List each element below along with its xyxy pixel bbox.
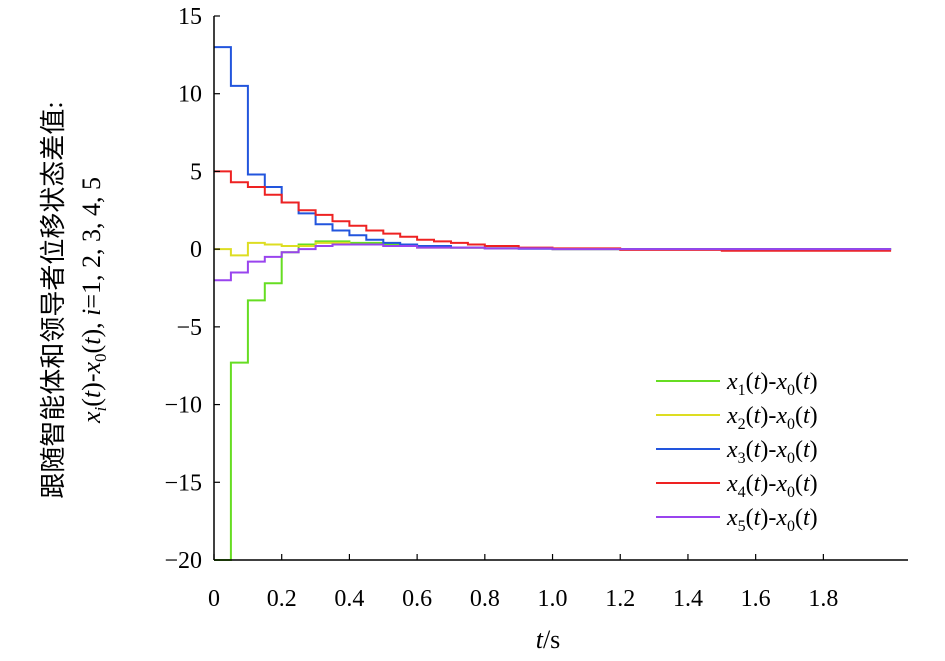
series-line-1	[214, 240, 892, 561]
x-tick-label: 0.6	[402, 586, 432, 612]
x-tick-label: 1.0	[538, 586, 568, 612]
series-line-3	[214, 46, 892, 251]
legend-label: x3(t)-x0(t)	[726, 437, 818, 467]
legend-label: x5(t)-x0(t)	[726, 505, 818, 535]
y-tick-label: 15	[178, 4, 202, 30]
legend: x1(t)-x0(t) x2(t)-x0(t) x3(t)-x0(t) x4(t)-x…	[656, 369, 818, 535]
y-tick-label: 0	[190, 237, 202, 263]
legend-label: x2(t)-x0(t)	[726, 403, 818, 433]
y-axis-title-line1: 跟随智能体和领导者位移状态差值:	[39, 101, 68, 498]
x-axis-title: t/s	[536, 625, 561, 654]
legend-label: x4(t)-x0(t)	[726, 471, 818, 501]
x-axis-title-var: t	[536, 625, 544, 654]
y-tick-label: −5	[176, 315, 202, 341]
x-tick-label: 1.8	[808, 586, 838, 612]
x-tick-label: 0.2	[267, 586, 297, 612]
series-layer	[214, 46, 892, 561]
y-tick-label: 10	[178, 82, 202, 108]
x-tick-label: 1.2	[605, 586, 635, 612]
y-tick-label: −20	[164, 548, 202, 574]
y-tick-label: −10	[164, 393, 202, 419]
legend-item-5: x5(t)-x0(t)	[656, 505, 818, 535]
legend-item-2: x2(t)-x0(t)	[656, 403, 818, 433]
x-tick-label: 1.6	[741, 586, 771, 612]
y-tick-label: 5	[190, 159, 202, 185]
legend-label: x1(t)-x0(t)	[726, 369, 818, 399]
legend-item-4: x4(t)-x0(t)	[656, 471, 818, 501]
x-tick-label: 0.4	[334, 586, 364, 612]
legend-item-3: x3(t)-x0(t)	[656, 437, 818, 467]
series-line-5	[214, 243, 892, 282]
x-axis-title-unit: /s	[543, 625, 560, 654]
x-tick-label: 0	[208, 586, 220, 612]
series-line-4	[214, 170, 892, 252]
x-tick-label: 0.8	[470, 586, 500, 612]
y-tick-label: −15	[164, 470, 202, 496]
legend-item-1: x1(t)-x0(t)	[656, 369, 818, 399]
y-axis-title: 跟随智能体和领导者位移状态差值: xi(t)-x0(t), i=1, 2, 3,…	[39, 101, 110, 498]
y-axis-title-line2: xi(t)-x0(t), i=1, 2, 3, 4, 5	[77, 177, 110, 424]
x-tick-label: 1.4	[673, 586, 703, 612]
